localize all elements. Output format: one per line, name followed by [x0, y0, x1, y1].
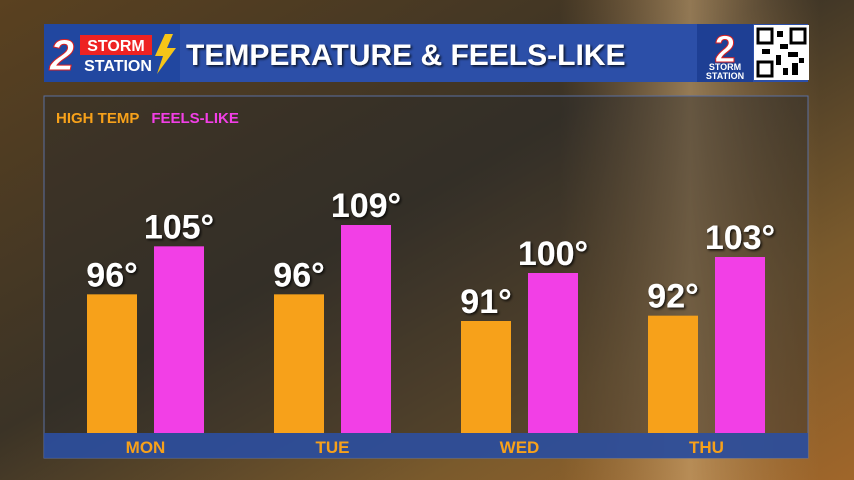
category-strip [44, 433, 808, 458]
corner-logo-number: 2 [714, 29, 735, 71]
bar [528, 273, 578, 433]
corner-logo-box [697, 24, 753, 82]
bar [154, 246, 204, 433]
logo-red [80, 35, 152, 55]
value-label: 96° [273, 256, 324, 294]
value-label: 105° [144, 208, 214, 246]
value-label: 91° [460, 283, 511, 321]
logo-line2: STATION [84, 58, 152, 75]
logo-number: 2 [49, 31, 75, 80]
logo-line1: STORM [87, 38, 144, 55]
x-tick-label: WED [500, 438, 540, 457]
x-tick-label: TUE [316, 438, 350, 457]
bar [274, 294, 324, 433]
bar [341, 225, 391, 433]
corner-logo-line1: STORM [709, 62, 741, 72]
value-label: 103° [705, 219, 775, 257]
qr-code [754, 25, 809, 80]
bar [648, 315, 698, 433]
x-tick-label: MON [126, 438, 166, 457]
bar [715, 257, 765, 433]
value-label: 92° [647, 278, 698, 316]
logo-bolt [155, 34, 176, 74]
corner-logo-line2: STATION [706, 71, 744, 81]
value-label: 100° [518, 235, 588, 273]
chart-title: TEMPERATURE & FEELS-LIKE [186, 39, 625, 72]
bar [461, 321, 511, 433]
value-label: 96° [86, 256, 137, 294]
legend-entry: HIGH TEMP [56, 110, 139, 127]
value-label: 109° [331, 187, 401, 225]
bar [87, 294, 137, 433]
legend-entry: FEELS-LIKE [151, 110, 239, 127]
x-tick-label: THU [689, 438, 724, 457]
